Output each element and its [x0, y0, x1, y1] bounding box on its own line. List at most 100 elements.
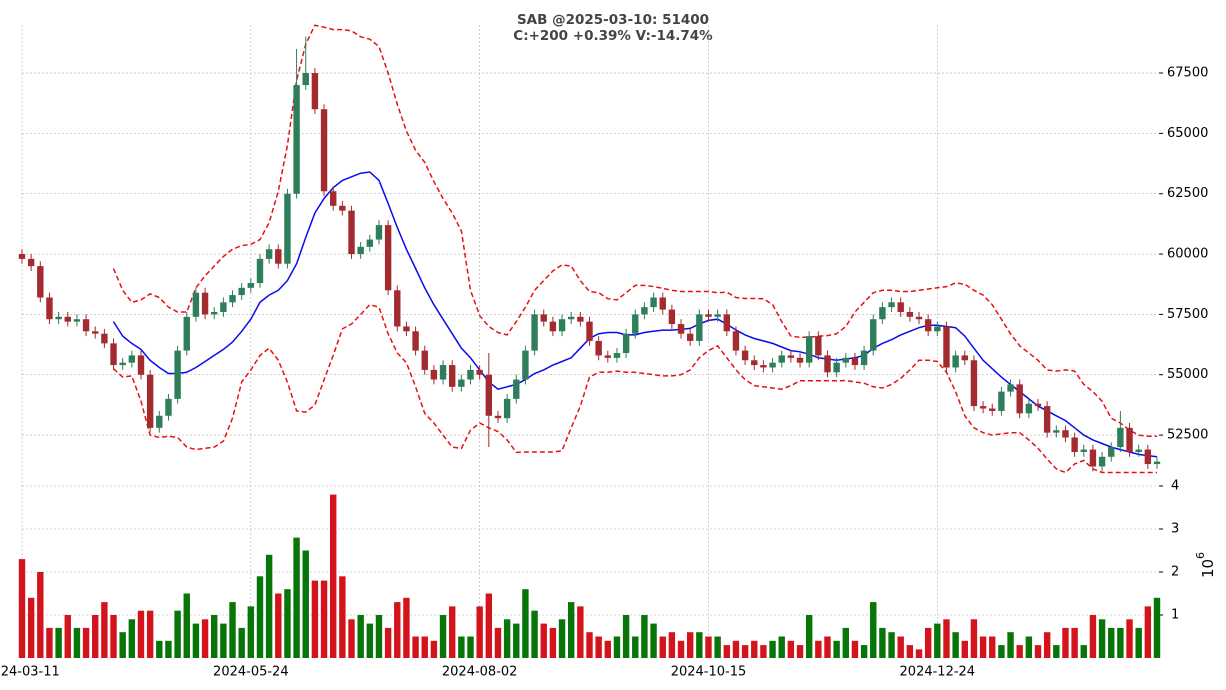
candle-body — [1117, 427, 1124, 448]
candle-body — [494, 415, 502, 419]
volume-tick-label: 2 — [1171, 565, 1179, 580]
candle-body — [174, 350, 181, 399]
y-tick-label: 60000 — [1167, 247, 1208, 262]
volume-bar — [1062, 627, 1069, 658]
candle-body — [412, 331, 419, 351]
candle-body — [595, 340, 602, 356]
volume-bar — [330, 494, 337, 658]
volume-bar — [769, 640, 776, 658]
volume-bar — [696, 632, 703, 658]
volume-bar — [82, 627, 90, 658]
candle-body — [27, 258, 35, 267]
candle-body — [1126, 427, 1133, 452]
volume-bar — [458, 636, 465, 658]
candle-body — [604, 355, 612, 358]
candle-body — [613, 353, 621, 358]
volume-bar — [815, 640, 822, 658]
volume-bar — [897, 636, 904, 658]
volume-bar — [37, 572, 44, 658]
volume-bar — [448, 606, 456, 658]
candle-body — [1071, 437, 1078, 452]
candle-body — [156, 415, 163, 428]
candle-body — [192, 292, 200, 317]
candle-body — [751, 360, 758, 366]
candle-body — [64, 316, 71, 322]
volume-bar — [705, 636, 712, 658]
volume-bar — [174, 610, 181, 658]
candle-body — [622, 333, 630, 354]
volume-bar — [46, 627, 53, 658]
candle-body — [796, 357, 804, 363]
volume-bar — [275, 593, 282, 658]
volume-bar — [1117, 627, 1124, 658]
candle-body — [979, 406, 987, 409]
volume-bar — [1089, 615, 1097, 658]
volume-bar — [1007, 632, 1014, 658]
volume-bar — [1098, 619, 1106, 658]
volume-bar — [1135, 627, 1142, 658]
volume-bar — [824, 636, 831, 658]
volume-bar — [1043, 632, 1051, 658]
candle-body — [394, 290, 401, 327]
candle-body — [998, 391, 1005, 411]
candle-body — [101, 333, 108, 344]
candle-body — [1080, 449, 1087, 452]
candle-body — [503, 398, 511, 419]
volume-bar — [375, 615, 383, 658]
candle-body — [92, 331, 99, 334]
volume-bar — [183, 593, 190, 658]
candle-body — [805, 336, 813, 363]
volume-bar — [613, 636, 621, 658]
volume-bar — [384, 627, 392, 658]
candle-body — [220, 302, 227, 312]
chart-subtitle: C:+200 +0.39% V:-14.74% — [513, 28, 713, 44]
candle-body — [183, 316, 190, 351]
candle-body — [558, 319, 566, 332]
volume-bar — [540, 623, 547, 658]
volume-bar — [256, 576, 264, 658]
candle-body — [128, 355, 136, 363]
volume-bar — [247, 606, 255, 658]
candle-body — [211, 311, 218, 315]
volume-bar — [577, 606, 584, 658]
volume-bar — [668, 632, 676, 658]
y-tick-label: 67500 — [1167, 66, 1208, 81]
volume-bar — [870, 602, 877, 658]
volume-bar — [760, 645, 767, 658]
volume-bar — [952, 632, 959, 658]
candle-body — [384, 225, 392, 291]
volume-bar — [494, 627, 502, 658]
volume-bar — [531, 610, 538, 658]
volume-bar — [732, 640, 740, 658]
volume-bar — [18, 559, 26, 658]
candle-body — [302, 73, 309, 86]
volume-bar — [394, 602, 401, 658]
candle-body — [1016, 384, 1023, 414]
volume-bar — [677, 640, 685, 658]
candle-body — [860, 350, 868, 366]
volume-bar — [860, 645, 868, 658]
candle-body — [686, 333, 694, 341]
volume-bar — [714, 636, 721, 658]
candle-body — [275, 249, 282, 264]
volume-bar — [558, 619, 566, 658]
volume-scale-base: 10 — [1199, 559, 1217, 578]
volume-bar — [293, 537, 300, 658]
volume-bar — [522, 589, 529, 658]
volume-bar — [229, 602, 236, 658]
candle-body — [1034, 403, 1042, 407]
volume-bar — [192, 623, 200, 658]
candle-body — [842, 357, 849, 363]
volume-bar — [906, 645, 914, 658]
volume-bar — [137, 610, 145, 658]
candle-body — [705, 314, 712, 317]
x-tick-label: 2024-05-24 — [213, 665, 289, 680]
volume-bar — [650, 623, 657, 658]
x-tick-label: 2024-12-24 — [900, 665, 976, 680]
volume-bar — [686, 632, 694, 658]
volume-tick-label: 3 — [1171, 522, 1179, 537]
volume-bar — [311, 580, 319, 658]
candle-body — [815, 336, 822, 356]
y-tick-label: 52500 — [1167, 428, 1208, 443]
